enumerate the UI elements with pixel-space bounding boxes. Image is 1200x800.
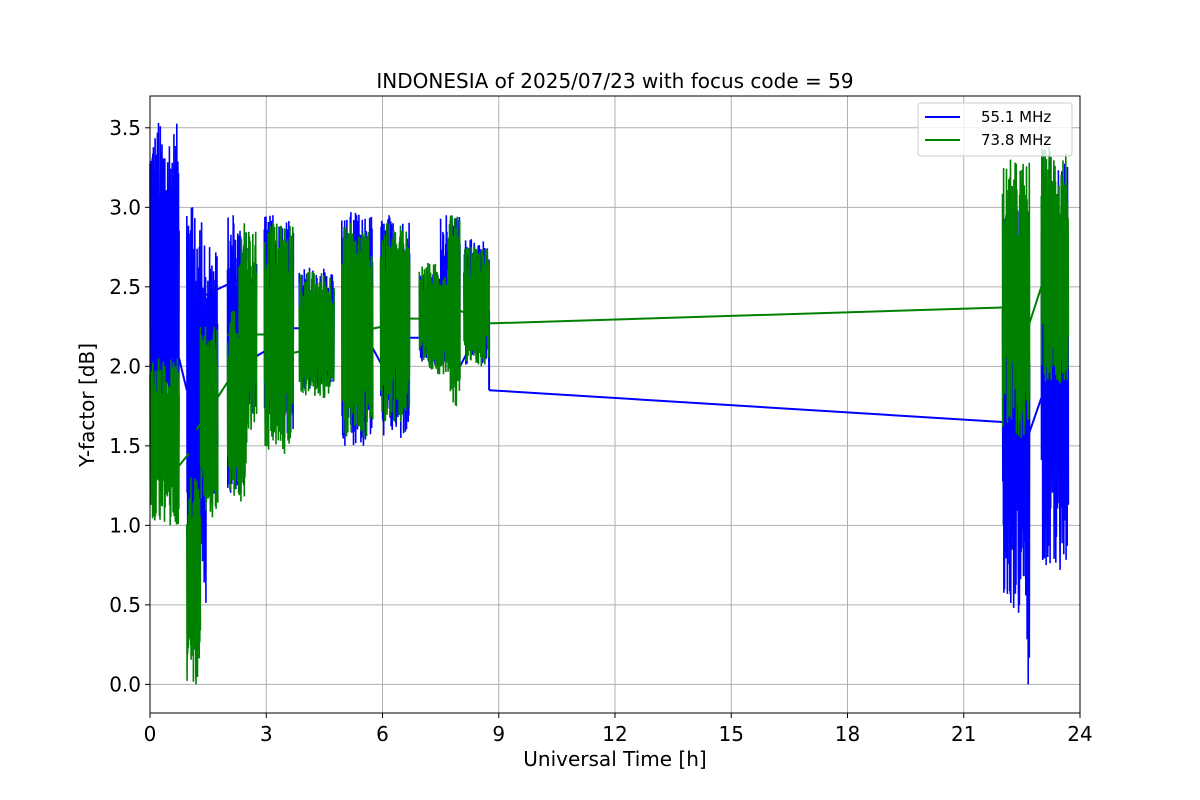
y-tick-label: 1.5 xyxy=(109,434,141,458)
series-burst-trace xyxy=(447,215,461,407)
series-73mhz xyxy=(149,146,1070,685)
y-tick-label: 0.5 xyxy=(109,593,141,617)
series-burst-trace xyxy=(149,358,180,526)
series-burst-trace xyxy=(341,223,374,438)
chart-title: INDONESIA of 2025/07/23 with focus code … xyxy=(376,69,853,93)
series-burst-trace xyxy=(463,247,490,367)
series-connector-line xyxy=(489,306,1003,325)
y-axis-label: Y-factor [dB] xyxy=(75,343,99,468)
y-tick-label: 3.5 xyxy=(109,116,141,140)
x-tick-label: 24 xyxy=(1067,722,1092,746)
series-burst-trace xyxy=(379,223,411,423)
x-tick-label: 0 xyxy=(144,722,157,746)
x-tick-label: 21 xyxy=(951,722,976,746)
x-tick-label: 15 xyxy=(719,722,744,746)
y-tick-label: 2.5 xyxy=(109,275,141,299)
x-tick-label: 12 xyxy=(602,722,627,746)
series-burst-trace xyxy=(1040,146,1070,385)
series-connector-line xyxy=(489,389,1003,423)
legend-label-73mhz: 73.8 MHz xyxy=(981,131,1051,149)
series-burst-trace xyxy=(199,326,219,518)
legend: 55.1 MHz 73.8 MHz xyxy=(917,102,1073,157)
series-burst-trace xyxy=(186,477,202,685)
x-axis-label: Universal Time [h] xyxy=(523,747,706,771)
series-burst-trace xyxy=(226,310,248,502)
series-burst-trace xyxy=(263,223,295,454)
y-tick-label: 3.0 xyxy=(109,195,141,219)
x-tick-label: 6 xyxy=(376,722,389,746)
series-burst-trace xyxy=(1001,159,1031,438)
y-tick-label: 2.0 xyxy=(109,354,141,378)
plot-area: 0 3 6 9 12 15 18 21 24 0.0 0.5 1.0 1.5 2.0 2.5 3.0 3.5 xyxy=(109,95,1093,746)
series-burst-trace xyxy=(298,270,335,399)
x-tick-label: 9 xyxy=(492,722,505,746)
y-tick-label: 1.0 xyxy=(109,513,141,537)
x-tick-label: 3 xyxy=(260,722,273,746)
axis-ticks: 0 3 6 9 12 15 18 21 24 0.0 0.5 1.0 1.5 2.0 2.5 3.0 3.5 xyxy=(109,116,1093,746)
x-tick-label: 18 xyxy=(835,722,860,746)
series-burst-trace xyxy=(418,262,450,375)
data-series xyxy=(149,122,1070,685)
legend-label-55mhz: 55.1 MHz xyxy=(981,108,1051,126)
series-burst-trace xyxy=(238,223,258,430)
y-tick-label: 0.0 xyxy=(109,672,141,696)
series-connector-line xyxy=(178,358,188,391)
